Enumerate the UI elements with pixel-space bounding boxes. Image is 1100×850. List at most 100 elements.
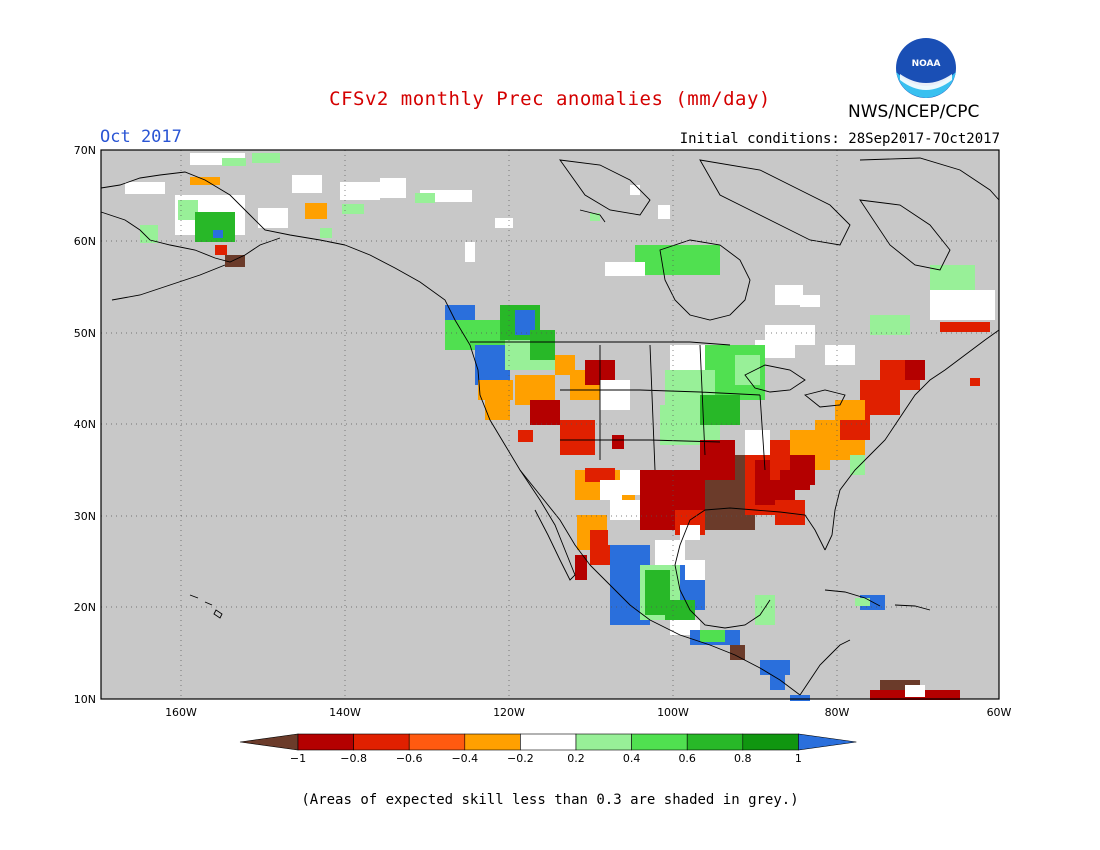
coastline: [344, 244, 591, 566]
anomaly-cell: [590, 213, 600, 221]
anomaly-cell: [530, 330, 555, 360]
anomaly-cell: [292, 175, 322, 193]
anomaly-cell: [700, 440, 735, 480]
anomaly-cell: [670, 345, 710, 370]
lat-label: 10N: [74, 693, 96, 706]
anomaly-cell: [515, 310, 535, 335]
anomaly-cell: [320, 228, 332, 238]
anomaly-cell: [775, 500, 805, 525]
anomaly-cell: [465, 242, 475, 262]
coastline: [859, 157, 1000, 201]
anomaly-cell: [970, 378, 980, 386]
anomaly-cell: [222, 158, 246, 166]
colorbar-swatch: [742, 733, 799, 751]
anomaly-cell: [825, 345, 855, 365]
map-panel: 70N 60N 50N 40N 30N 20N 10N 160W 140W 120W 100W 80…: [74, 144, 1012, 719]
lon-label: 80W: [825, 706, 850, 719]
anomaly-cell: [215, 245, 227, 255]
colorbar-label: −0.4: [451, 752, 478, 765]
lat-label: 70N: [74, 144, 96, 157]
anomaly-cell: [415, 193, 435, 203]
anomaly-cell: [495, 218, 513, 228]
coastline: [559, 159, 651, 216]
anomaly-cell: [685, 560, 705, 580]
coastline: [470, 341, 731, 346]
colorbar-label: −1: [290, 752, 306, 765]
anomaly-cell: [855, 598, 870, 606]
colorbar-swatch: [575, 733, 632, 751]
colorbar-swatch: [631, 733, 688, 751]
coastline: [579, 209, 606, 223]
anomaly-cell: [755, 595, 775, 625]
anomaly-cell: [850, 455, 865, 475]
latitude-labels: 70N 60N 50N 40N 30N 20N 10N: [74, 144, 96, 706]
agency-label: NWS/NCEP/CPC: [848, 102, 980, 122]
colorbar-label: 0.8: [734, 752, 752, 765]
anomaly-cell: [800, 295, 820, 307]
anomaly-cell: [700, 630, 725, 642]
lon-label: 60W: [987, 706, 1012, 719]
anomaly-cell: [530, 400, 560, 425]
anomaly-cell: [745, 430, 770, 455]
colorbar: −1 −0.8 −0.6 −0.4 −0.2 0.2 0.4 0.6 0.8 1: [239, 733, 857, 765]
anomaly-cell: [125, 182, 165, 194]
anomaly-cell: [700, 395, 740, 425]
coastline: [824, 589, 881, 607]
lon-label: 140W: [329, 706, 361, 719]
coastline: [189, 594, 223, 619]
anomaly-cell: [775, 285, 803, 305]
lat-label: 60N: [74, 235, 96, 248]
colorbar-swatch: [353, 733, 410, 751]
map-frame: [100, 149, 1000, 700]
anomaly-cell: [780, 470, 810, 490]
colorbar-swatch: [408, 733, 466, 751]
coastline: [804, 389, 846, 408]
anomaly-cell: [475, 345, 510, 385]
anomaly-cell: [680, 525, 700, 540]
footnote: (Areas of expected skill less than 0.3 a…: [301, 792, 799, 808]
colorbar-label: −0.6: [396, 752, 423, 765]
coastline: [679, 507, 826, 551]
anomaly-cell: [730, 645, 745, 660]
colorbar-label: 0.2: [567, 752, 585, 765]
anomaly-cells: [125, 153, 995, 701]
lon-label: 120W: [493, 706, 525, 719]
coastline: [100, 211, 281, 263]
anomaly-cell: [190, 177, 220, 185]
lat-label: 40N: [74, 418, 96, 431]
coastline: [859, 199, 951, 271]
colorbar-arrow-low: [239, 733, 299, 751]
colorbar-label: 1: [795, 752, 802, 765]
anomaly-cell: [930, 290, 995, 320]
coastline: [894, 604, 931, 611]
anomaly-cell: [605, 262, 645, 276]
anomaly-cell: [380, 178, 406, 198]
month-label: Oct 2017: [100, 127, 182, 147]
anomaly-cell: [770, 675, 785, 690]
lon-label: 160W: [165, 706, 197, 719]
colorbar-swatch: [686, 733, 744, 751]
anomaly-cell: [340, 182, 380, 200]
anomaly-cell: [590, 545, 610, 565]
lat-label: 50N: [74, 327, 96, 340]
anomaly-cell: [600, 480, 622, 500]
anomaly-cell: [575, 555, 587, 580]
noaa-logo: NOAA: [896, 38, 956, 98]
longitude-labels: 160W 140W 120W 100W 80W 60W: [165, 706, 1011, 719]
anomaly-cell: [305, 203, 327, 219]
coastline: [699, 159, 851, 246]
anomaly-cell: [940, 322, 990, 332]
anomaly-cell: [612, 435, 624, 449]
coastline: [674, 544, 771, 629]
coastline: [519, 469, 576, 581]
anomaly-cell: [258, 208, 288, 228]
colorbar-swatch: [297, 733, 354, 751]
anomaly-cell: [342, 204, 364, 214]
coastline: [589, 564, 801, 696]
anomaly-cell: [835, 400, 865, 420]
anomaly-cell: [585, 468, 615, 482]
colorbar-arrow-high: [798, 733, 857, 751]
colorbar-swatch: [520, 733, 577, 751]
anomaly-cell: [658, 205, 670, 219]
coastline: [799, 639, 851, 696]
